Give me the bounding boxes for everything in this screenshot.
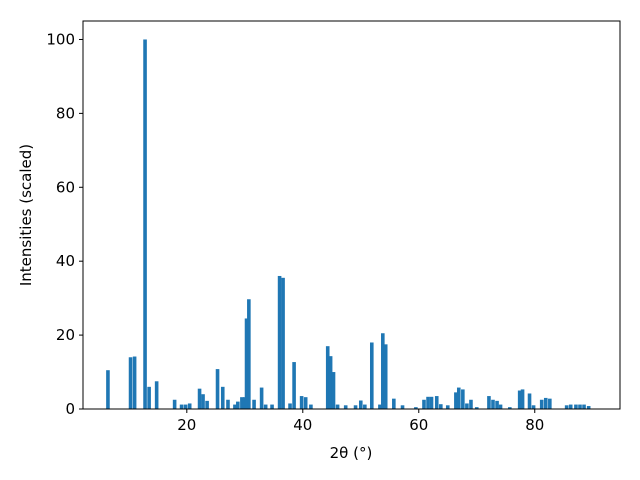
bar [187,403,192,409]
bar [263,404,268,409]
bar [531,405,536,409]
bar [259,387,264,409]
bar [226,399,230,409]
bar [292,362,296,409]
bar [392,398,396,409]
y-tick-label: 40 [56,252,75,270]
bar [422,399,426,409]
bar [335,404,340,409]
bar [429,396,434,409]
y-tick-label: 60 [56,178,75,196]
bar [520,389,525,409]
bar [128,357,133,409]
bar [132,356,137,409]
bar [498,404,503,409]
bar [495,400,499,409]
y-tick-label: 20 [56,326,75,344]
bar [172,399,177,409]
y-axis-label: Intensities (scaled) [17,144,35,286]
bar [461,389,465,409]
bar [400,405,405,409]
bar [381,333,385,409]
bar [491,399,495,409]
x-tick-label: 80 [525,416,544,434]
bar [426,396,430,409]
bar [564,405,569,409]
x-tick-label: 60 [409,416,428,434]
bar [383,344,388,409]
x-tick-label: 40 [293,416,312,434]
bar [197,388,202,409]
bar [247,299,251,409]
bar [331,372,336,409]
bar [456,387,461,409]
bar [281,277,285,409]
bar [508,407,512,409]
bar [270,404,274,409]
bar [233,404,237,409]
bar [240,397,244,409]
y-tick-label: 100 [46,30,75,48]
y-tick-label: 80 [56,104,75,122]
bar [236,401,240,409]
bar [469,399,473,409]
bar [568,404,573,409]
bar [517,390,522,409]
bar [277,275,282,409]
bar [465,403,469,409]
x-tick-label: 20 [177,416,196,434]
bar [539,399,544,409]
plot-frame [82,20,621,410]
bar [586,406,591,409]
bar [527,393,532,409]
bar [309,404,313,409]
bar [358,400,363,409]
bar [147,386,151,409]
bar [215,369,220,409]
bar [220,386,225,409]
bar [244,318,249,409]
bar [582,404,586,409]
bar [578,404,582,409]
x-axis-label: 2θ (°) [330,444,373,462]
bar [325,346,330,409]
bar [369,342,374,409]
bar [454,392,458,409]
bar [328,356,333,409]
bar [474,407,479,409]
bar [343,405,348,409]
bar [574,404,578,409]
bar [548,398,552,409]
bar [252,399,256,409]
bar [378,404,382,409]
y-tick-label: 0 [65,400,75,418]
bar [183,404,188,409]
bar [487,396,491,409]
bar [303,397,308,409]
bar [154,381,159,409]
bar [445,405,450,409]
bar [143,39,147,409]
bar [363,404,367,409]
bar [434,396,439,409]
bar [543,397,548,409]
bar [353,405,358,409]
bar [299,396,304,409]
bar [201,394,205,409]
bar [439,404,443,409]
bar [288,403,292,409]
bar [179,404,184,409]
bar [205,400,209,409]
bar [106,370,110,409]
bar [414,407,418,409]
